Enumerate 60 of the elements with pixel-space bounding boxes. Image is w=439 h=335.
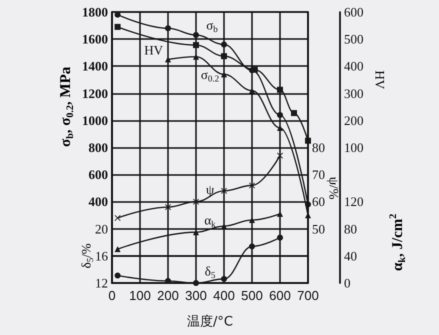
y-tick-label: 800: [88, 140, 108, 155]
y2-tick-label: 200: [344, 112, 364, 128]
point: [277, 112, 283, 118]
y-axis-title: σb, σ0.2, MPa: [58, 66, 76, 147]
y-tick-label: 1200: [82, 86, 108, 101]
point: [193, 32, 199, 38]
point: [114, 12, 121, 18]
y2-tick-label: 600: [344, 4, 364, 20]
x-tick-label: 100: [129, 288, 151, 303]
y2-axis-title: HV: [372, 70, 388, 90]
y3-axis-title: αk, J/cm2: [388, 214, 408, 271]
y-tick-label: 1600: [82, 32, 108, 47]
point: [114, 24, 121, 30]
point: [221, 276, 227, 282]
y2-tick-label: 100: [344, 140, 364, 155]
point: [291, 110, 297, 116]
y-tick-label: 20: [95, 221, 108, 236]
series-label: ψ: [206, 182, 214, 198]
x-tick-label: 700: [297, 288, 319, 303]
y2-axis-title: ψ/%: [326, 176, 342, 200]
y2-tick-label: 70: [312, 167, 325, 182]
x-axis-title: 温度/°C: [187, 314, 233, 330]
y3-tick-label: 0: [344, 276, 350, 290]
point: [193, 42, 199, 48]
y2-tick-label: 60: [312, 194, 325, 210]
x-tick-label: 0: [108, 288, 116, 303]
y-tick-label: 16: [95, 248, 108, 264]
point: [114, 214, 121, 221]
point: [114, 246, 121, 252]
point: [221, 53, 227, 60]
point: [249, 182, 255, 188]
point: [165, 25, 171, 32]
point: [165, 278, 171, 284]
point: [193, 280, 199, 286]
point: [277, 234, 283, 241]
point: [221, 42, 227, 48]
y2-tick-label: 500: [344, 32, 364, 47]
y3-tick-label: 120: [344, 194, 364, 210]
y-tick-label: 1400: [82, 58, 108, 74]
point: [114, 272, 121, 279]
x-tick-label: 200: [157, 288, 179, 303]
x-tick-label: 600: [269, 288, 291, 303]
y2-tick-label: 400: [344, 58, 364, 74]
y2-tick-label: 50: [312, 221, 325, 236]
y-tick-label: 12: [95, 276, 108, 290]
x-tick-label: 300: [185, 288, 207, 303]
y3-tick-label: 80: [344, 221, 357, 236]
y2-tick-label: 80: [312, 140, 325, 155]
y2-tick-label: 300: [344, 86, 364, 101]
y3-tick-label: 40: [344, 248, 357, 264]
y-axis-title: δ5/%: [78, 243, 95, 268]
series-label: HV: [144, 42, 164, 58]
point: [249, 243, 255, 250]
point: [277, 86, 283, 93]
y-tick-label: 1800: [82, 4, 108, 20]
x-tick-label: 400: [213, 288, 235, 303]
y-tick-label: 600: [88, 167, 108, 182]
x-tick-label: 500: [241, 288, 263, 303]
y-tick-label: 1000: [82, 112, 108, 128]
y-tick-label: 400: [88, 194, 108, 210]
